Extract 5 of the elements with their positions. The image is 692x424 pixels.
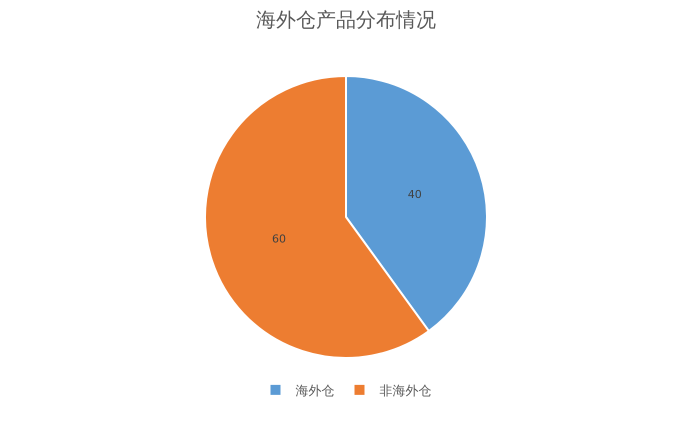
legend-label: 非海外仓 xyxy=(380,384,432,399)
chart-title: 海外仓产品分布情况 xyxy=(256,8,436,32)
data-label: 60 xyxy=(272,232,286,246)
legend-label: 海外仓 xyxy=(296,384,334,399)
data-label: 40 xyxy=(408,188,422,202)
